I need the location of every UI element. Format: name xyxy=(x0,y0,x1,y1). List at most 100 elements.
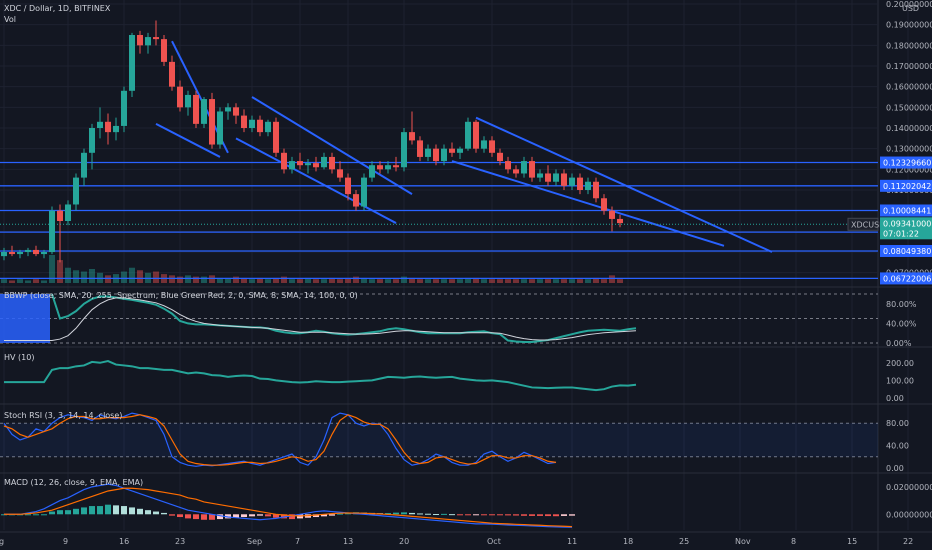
candle-body[interactable] xyxy=(281,152,287,170)
candle-body[interactable] xyxy=(425,148,431,157)
trendline[interactable] xyxy=(475,116,773,253)
level-price-badge[interactable] xyxy=(880,244,932,257)
candle-body[interactable] xyxy=(513,169,519,174)
trendline[interactable] xyxy=(451,160,725,247)
candle-body[interactable] xyxy=(65,204,71,221)
candle-body[interactable] xyxy=(1,252,7,257)
candle-body[interactable] xyxy=(545,173,551,182)
candle-body[interactable] xyxy=(177,86,183,108)
bbwp-pane[interactable] xyxy=(0,293,878,344)
candle-body[interactable] xyxy=(457,148,463,153)
candle-body[interactable] xyxy=(321,156,327,168)
price-pane[interactable] xyxy=(0,20,878,283)
candle-body[interactable] xyxy=(609,210,615,219)
candle-body[interactable] xyxy=(33,249,39,255)
candle-body[interactable] xyxy=(113,125,119,133)
level-price-badge[interactable] xyxy=(880,204,932,217)
candle-body[interactable] xyxy=(449,148,455,153)
trendline[interactable] xyxy=(235,137,397,224)
candle-body[interactable] xyxy=(337,169,343,178)
candle-body[interactable] xyxy=(577,177,583,190)
candle-body[interactable] xyxy=(369,165,375,178)
candle-body[interactable] xyxy=(129,35,135,91)
trendline[interactable] xyxy=(155,122,221,158)
candle-body[interactable] xyxy=(249,119,255,128)
candle-body[interactable] xyxy=(441,148,447,162)
candle-body[interactable] xyxy=(361,177,367,207)
candle-body[interactable] xyxy=(57,210,63,221)
candle-body[interactable] xyxy=(105,121,111,133)
candle-body[interactable] xyxy=(225,107,231,112)
candle-body[interactable] xyxy=(257,119,263,133)
candle-body[interactable] xyxy=(585,181,591,190)
candle-body[interactable] xyxy=(209,99,215,145)
candle-body[interactable] xyxy=(297,161,303,166)
level-price-badge[interactable] xyxy=(880,179,932,192)
symbol-badge[interactable] xyxy=(847,217,879,231)
candle-body[interactable] xyxy=(169,61,175,87)
candle-body[interactable] xyxy=(153,37,159,40)
candle-body[interactable] xyxy=(377,165,383,170)
candle-body[interactable] xyxy=(289,161,295,170)
stoch-rsi-pane[interactable] xyxy=(0,412,878,467)
macd-signal-line[interactable] xyxy=(4,487,573,528)
macd-pane[interactable] xyxy=(1,483,575,528)
candle-body[interactable] xyxy=(137,35,143,46)
candle-body[interactable] xyxy=(481,140,487,149)
candle-body[interactable] xyxy=(601,198,607,211)
candle-body[interactable] xyxy=(17,252,23,255)
candle-body[interactable] xyxy=(345,177,351,195)
level-price-badge[interactable] xyxy=(880,272,932,285)
candle-body[interactable] xyxy=(9,252,15,255)
level-price-badge[interactable] xyxy=(880,156,932,169)
candle-body[interactable] xyxy=(73,177,79,205)
candle-body[interactable] xyxy=(497,152,503,162)
candle-body[interactable] xyxy=(353,194,359,207)
candle-body[interactable] xyxy=(193,94,199,124)
trendline[interactable] xyxy=(251,96,413,195)
candle-body[interactable] xyxy=(185,94,191,108)
bbwp-ma-line[interactable] xyxy=(4,297,637,342)
candle-body[interactable] xyxy=(409,132,415,141)
candle-body[interactable] xyxy=(313,163,319,168)
candle-body[interactable] xyxy=(385,165,391,170)
stoch-d-line[interactable] xyxy=(3,414,557,466)
candle-body[interactable] xyxy=(473,121,479,149)
candle-body[interactable] xyxy=(537,173,543,178)
stoch-rsi-title[interactable]: Stoch RSI (3, 3, 14, 14, close) xyxy=(4,411,122,420)
candle-body[interactable] xyxy=(521,161,527,174)
candle-body[interactable] xyxy=(593,181,599,199)
last-price-badge[interactable] xyxy=(880,217,932,240)
candle-body[interactable] xyxy=(121,90,127,126)
candle-body[interactable] xyxy=(305,163,311,166)
candle-body[interactable] xyxy=(265,121,271,133)
time-axis[interactable]: g 9 16 23 Sep 7 13 20 Oct 11 18 25 Nov 8 15 22 xyxy=(0,537,913,546)
candle-body[interactable] xyxy=(465,121,471,149)
candle-body[interactable] xyxy=(417,140,423,157)
candle-body[interactable] xyxy=(201,99,207,124)
candle-body[interactable] xyxy=(569,177,575,186)
bbwp-line[interactable] xyxy=(51,293,637,344)
candle-body[interactable] xyxy=(433,148,439,162)
candle-body[interactable] xyxy=(97,121,103,128)
candle-body[interactable] xyxy=(329,156,335,170)
candle-body[interactable] xyxy=(401,132,407,168)
candle-body[interactable] xyxy=(233,107,239,116)
candle-body[interactable] xyxy=(273,121,279,153)
candle-body[interactable] xyxy=(89,128,95,153)
hv-pane[interactable] xyxy=(4,359,637,392)
stoch-k-line[interactable] xyxy=(3,412,557,467)
candle-body[interactable] xyxy=(41,252,47,255)
candle-body[interactable] xyxy=(49,210,55,252)
macd-title[interactable]: MACD (12, 26, close, 9, EMA, EMA) xyxy=(4,478,143,487)
candle-body[interactable] xyxy=(489,140,495,153)
candle-body[interactable] xyxy=(617,218,623,224)
candle-body[interactable] xyxy=(81,152,87,178)
candle-body[interactable] xyxy=(529,161,535,178)
price-axes[interactable]: 0.070000000.080000000.090000000.10000000… xyxy=(847,0,932,519)
candle-body[interactable] xyxy=(561,173,567,186)
candle-body[interactable] xyxy=(217,111,223,145)
hv-title[interactable]: HV (10) xyxy=(4,353,34,362)
bbwp-title[interactable]: BBWP (close, SMA, 20, 255, Spectrum, Blu… xyxy=(4,291,358,300)
